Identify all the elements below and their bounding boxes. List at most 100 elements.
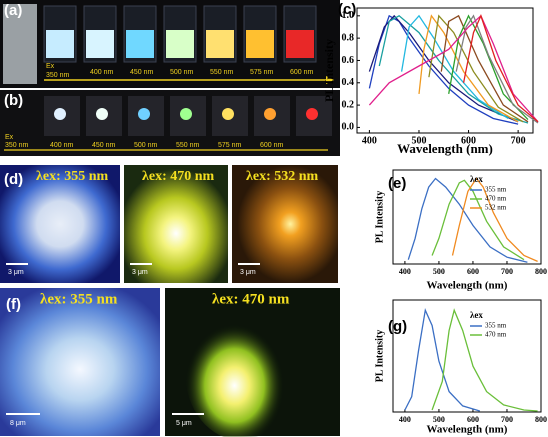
x-tick-label: 500: [433, 267, 445, 276]
legend-label: 470 nm: [485, 331, 507, 339]
series-line: [418, 14, 519, 123]
cuvette-reference: [3, 4, 37, 84]
series-line: [378, 15, 529, 124]
tiles: [44, 96, 332, 136]
panel-b: (b) Ex 350 nm 400 nm 450 nm 500 nm 550 n…: [0, 90, 340, 156]
x-tick-label: 600: [467, 267, 479, 276]
y-tick-label: 1.0: [342, 10, 355, 21]
cuvette-glow: [246, 30, 274, 58]
tile-glow: [138, 108, 150, 120]
wavelength-label: 400 nm: [90, 69, 114, 76]
scale-bar-label: 3 μm: [132, 269, 148, 276]
x-tick-label: 800: [535, 267, 547, 276]
panel-label: (a): [4, 2, 22, 19]
legend-title: λex: [470, 174, 483, 184]
ex-label: Ex: [46, 63, 55, 70]
tile-glow: [96, 108, 108, 120]
panel-a: (a) Ex 350 nm 400 nm 450 nm 500 nm 550 n…: [0, 0, 340, 88]
cuvette-glow: [286, 30, 314, 58]
image-title: λex: 470 nm: [142, 169, 215, 184]
wavelength-label: 350 nm: [5, 142, 29, 149]
panel-label: (g): [388, 318, 407, 335]
legend-label: 355 nm: [485, 322, 507, 330]
plot-frame: [392, 169, 542, 265]
wavelength-label: 450 nm: [92, 142, 116, 149]
panel-d: (d) λex: 355 nm λex: 470 nm λex: 532 nm …: [0, 165, 338, 283]
series-line: [404, 307, 480, 412]
wavelength-label: 575 nm: [218, 142, 242, 149]
series-line: [431, 179, 525, 261]
charts: 400 500 600 700 0.0 0.2 0.4 0.6 0.8 1.0(c) Wavelen…: [322, 1, 547, 436]
series-line: [368, 14, 519, 125]
y-tick-label: 0.2: [342, 99, 355, 110]
y-axis-label: PL Intensity: [322, 39, 336, 102]
wavelength-label: 500 nm: [170, 69, 194, 76]
y-tick-label: 0.0: [342, 122, 355, 133]
legend-label: 532 nm: [485, 204, 507, 212]
panel-label: (f): [6, 296, 21, 313]
series-line: [431, 308, 538, 412]
scale-bar-label: 8 μm: [10, 420, 26, 427]
panel-label: (e): [388, 175, 406, 192]
x-tick-label: 700: [511, 135, 526, 146]
panel-label: (d): [4, 171, 23, 188]
x-tick-label: 600: [461, 135, 476, 146]
y-tick-label: 0.4: [342, 77, 355, 88]
y-axis-label: PL Intensity: [374, 330, 385, 383]
series-line: [400, 14, 509, 120]
series-line: [440, 14, 529, 123]
x-tick-label: 400: [399, 267, 411, 276]
plot-frame: [356, 7, 534, 134]
scale-bar-label: 3 μm: [240, 269, 256, 276]
panel-label: (c): [338, 1, 356, 18]
x-axis-label: Wavelength (nm): [427, 280, 508, 292]
cuvettes: [43, 5, 317, 63]
series-line: [407, 177, 528, 263]
scale-bar-label: 3 μm: [8, 269, 24, 276]
x-tick-label: 500: [433, 415, 445, 424]
y-axis-label: PL Intensity: [374, 191, 385, 244]
arrow-head: [326, 76, 334, 84]
x-tick-label: 400: [399, 415, 411, 424]
wavelength-label: 350 nm: [46, 72, 70, 79]
cuvette-glow: [86, 30, 114, 58]
wavelength-label: 600 nm: [290, 69, 314, 76]
image-title: λex: 355 nm: [36, 169, 109, 184]
series-line: [451, 177, 538, 262]
x-tick-label: 700: [501, 415, 513, 424]
y-tick-label: 0.8: [342, 32, 355, 43]
x-axis-label: Wavelength (nm): [427, 424, 508, 436]
series-line: [428, 14, 524, 123]
cuvette-glow: [206, 30, 234, 58]
tile-glow: [54, 108, 66, 120]
tile-glow: [222, 108, 234, 120]
wavelength-label: 400 nm: [50, 142, 74, 149]
series-line: [368, 14, 519, 123]
series-line: [368, 14, 539, 123]
wavelength-label: 450 nm: [130, 69, 154, 76]
panel-f: (f) λex: 355 nm λex: 470 nm 8 μm 5 μm: [0, 288, 340, 437]
micrograph-glow: [185, 304, 295, 437]
legend-label: 355 nm: [485, 186, 507, 194]
y-tick-label: 0.6: [342, 55, 355, 66]
chart: 400 500 600 700 800 (g) Wavelength (nm) PL Inte…: [374, 299, 547, 436]
x-tick-label: 800: [535, 415, 547, 424]
plot-frame: [392, 299, 542, 413]
image-title: λex: 532 nm: [246, 169, 319, 184]
ex-label: Ex: [5, 134, 14, 141]
image-title: λex: 470 nm: [212, 291, 290, 307]
wavelength-label: 575 nm: [250, 69, 274, 76]
tile-glow: [180, 108, 192, 120]
chart: 400 500 600 700 800 (e) Wavelength (nm) PL Inte…: [374, 169, 547, 292]
wavelength-label: 500 nm: [134, 142, 158, 149]
wavelength-label: 600 nm: [260, 142, 284, 149]
chart: 400 500 600 700 0.0 0.2 0.4 0.6 0.8 1.0(c) Wavelen…: [322, 1, 539, 156]
x-tick-label: 600: [467, 415, 479, 424]
x-tick-label: 700: [501, 267, 513, 276]
image-title: λex: 355 nm: [40, 291, 118, 307]
cuvette-glow: [166, 30, 194, 58]
panel-label: (b): [4, 92, 23, 109]
series-line: [455, 14, 539, 124]
wavelength-label: 550 nm: [176, 142, 200, 149]
